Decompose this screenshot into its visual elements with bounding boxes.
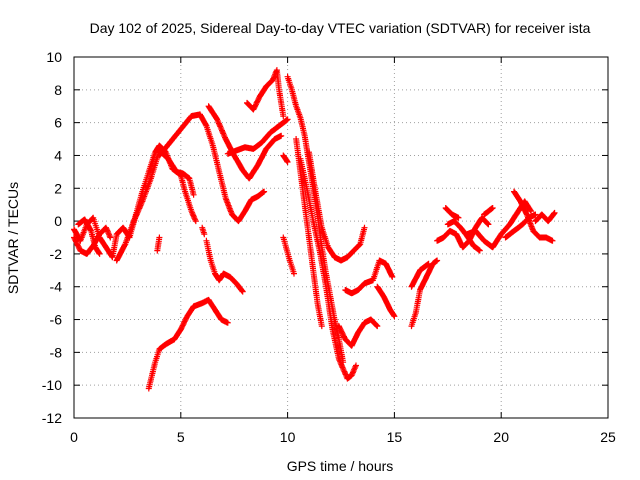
data-point-markers bbox=[280, 152, 291, 165]
data-point-markers bbox=[203, 237, 246, 295]
data-series-track-29 bbox=[532, 209, 558, 225]
data-point-markers bbox=[199, 224, 208, 238]
data-series-track-15 bbox=[280, 234, 297, 277]
y-tick-label: -4 bbox=[50, 279, 63, 295]
y-tick-label: 2 bbox=[54, 180, 62, 196]
data-point-markers bbox=[408, 257, 441, 330]
data-point-markers bbox=[244, 67, 287, 120]
data-point-markers bbox=[481, 205, 496, 218]
data-series-track-16 bbox=[280, 152, 291, 165]
data-series-track-17 bbox=[342, 257, 396, 297]
data-series-track-6 bbox=[203, 237, 246, 295]
data-point-markers bbox=[374, 283, 398, 320]
y-tick-label: -6 bbox=[50, 312, 63, 328]
data-series-track-19 bbox=[374, 283, 398, 320]
data-series-track-9 bbox=[224, 116, 291, 157]
data-point-markers bbox=[154, 234, 163, 254]
data-point-markers bbox=[442, 205, 462, 221]
x-tick-label: 10 bbox=[280, 429, 296, 445]
data-series-track-4 bbox=[113, 147, 197, 264]
x-tick-label: 20 bbox=[493, 429, 509, 445]
data-point-markers bbox=[335, 316, 381, 349]
y-tick-label: -12 bbox=[42, 410, 62, 426]
data-point-markers bbox=[464, 198, 535, 251]
y-axis-label: SDTVAR / TECUs bbox=[5, 182, 21, 294]
data-series-track-24 bbox=[442, 205, 462, 221]
data-series-track-20 bbox=[408, 257, 441, 330]
y-tick-label: -8 bbox=[50, 344, 63, 360]
data-point-markers bbox=[511, 188, 556, 244]
data-series-track-10 bbox=[244, 67, 287, 120]
chart-title: Day 102 of 2025, Sidereal Day-to-day VTE… bbox=[90, 20, 591, 36]
data-series-track-30 bbox=[145, 296, 231, 392]
data-series-track-21 bbox=[408, 260, 432, 290]
data-series-track-13 bbox=[297, 155, 359, 382]
data-series-track-5 bbox=[156, 111, 268, 225]
data-series-track-26 bbox=[481, 205, 496, 218]
x-tick-label: 5 bbox=[177, 429, 185, 445]
data-series-track-18 bbox=[335, 316, 381, 349]
data-point-markers bbox=[75, 216, 103, 257]
y-tick-label: 6 bbox=[54, 115, 62, 131]
data-point-markers bbox=[71, 142, 199, 261]
y-tick-label: -2 bbox=[50, 246, 63, 262]
y-tick-label: 0 bbox=[54, 213, 62, 229]
data-point-markers bbox=[532, 209, 558, 225]
x-tick-label: 25 bbox=[600, 429, 616, 445]
x-tick-label: 15 bbox=[387, 429, 403, 445]
data-point-markers bbox=[224, 116, 291, 157]
data-point-markers bbox=[306, 149, 368, 264]
y-tick-label: -10 bbox=[42, 377, 62, 393]
data-series-track-3 bbox=[75, 216, 103, 257]
data-point-markers bbox=[156, 111, 268, 225]
data-point-markers bbox=[342, 257, 396, 297]
data-points bbox=[71, 67, 558, 392]
y-tick-label: 8 bbox=[54, 82, 62, 98]
x-tick-label: 0 bbox=[70, 429, 78, 445]
data-point-markers bbox=[408, 260, 432, 290]
data-point-markers bbox=[297, 155, 359, 382]
data-point-markers bbox=[145, 296, 231, 392]
data-point-markers bbox=[434, 214, 492, 251]
data-point-markers bbox=[113, 147, 197, 264]
y-tick-label: 4 bbox=[54, 147, 62, 163]
data-series-track-14 bbox=[306, 149, 368, 264]
x-axis: 0 5 10 15 20 25 bbox=[70, 57, 616, 445]
data-series-track-28 bbox=[511, 188, 556, 244]
y-tick-label: 10 bbox=[46, 49, 62, 65]
x-axis-label: GPS time / hours bbox=[287, 458, 394, 474]
y-axis: -12 -10 -8 -6 -4 -2 0 2 4 6 8 10 bbox=[42, 49, 608, 426]
data-series-track-31 bbox=[154, 234, 163, 254]
data-series-track-1 bbox=[71, 142, 199, 261]
data-series-track-7 bbox=[199, 224, 208, 238]
data-point-markers bbox=[280, 234, 297, 277]
data-series-track-25 bbox=[464, 198, 535, 251]
data-series-track-22 bbox=[434, 214, 492, 251]
